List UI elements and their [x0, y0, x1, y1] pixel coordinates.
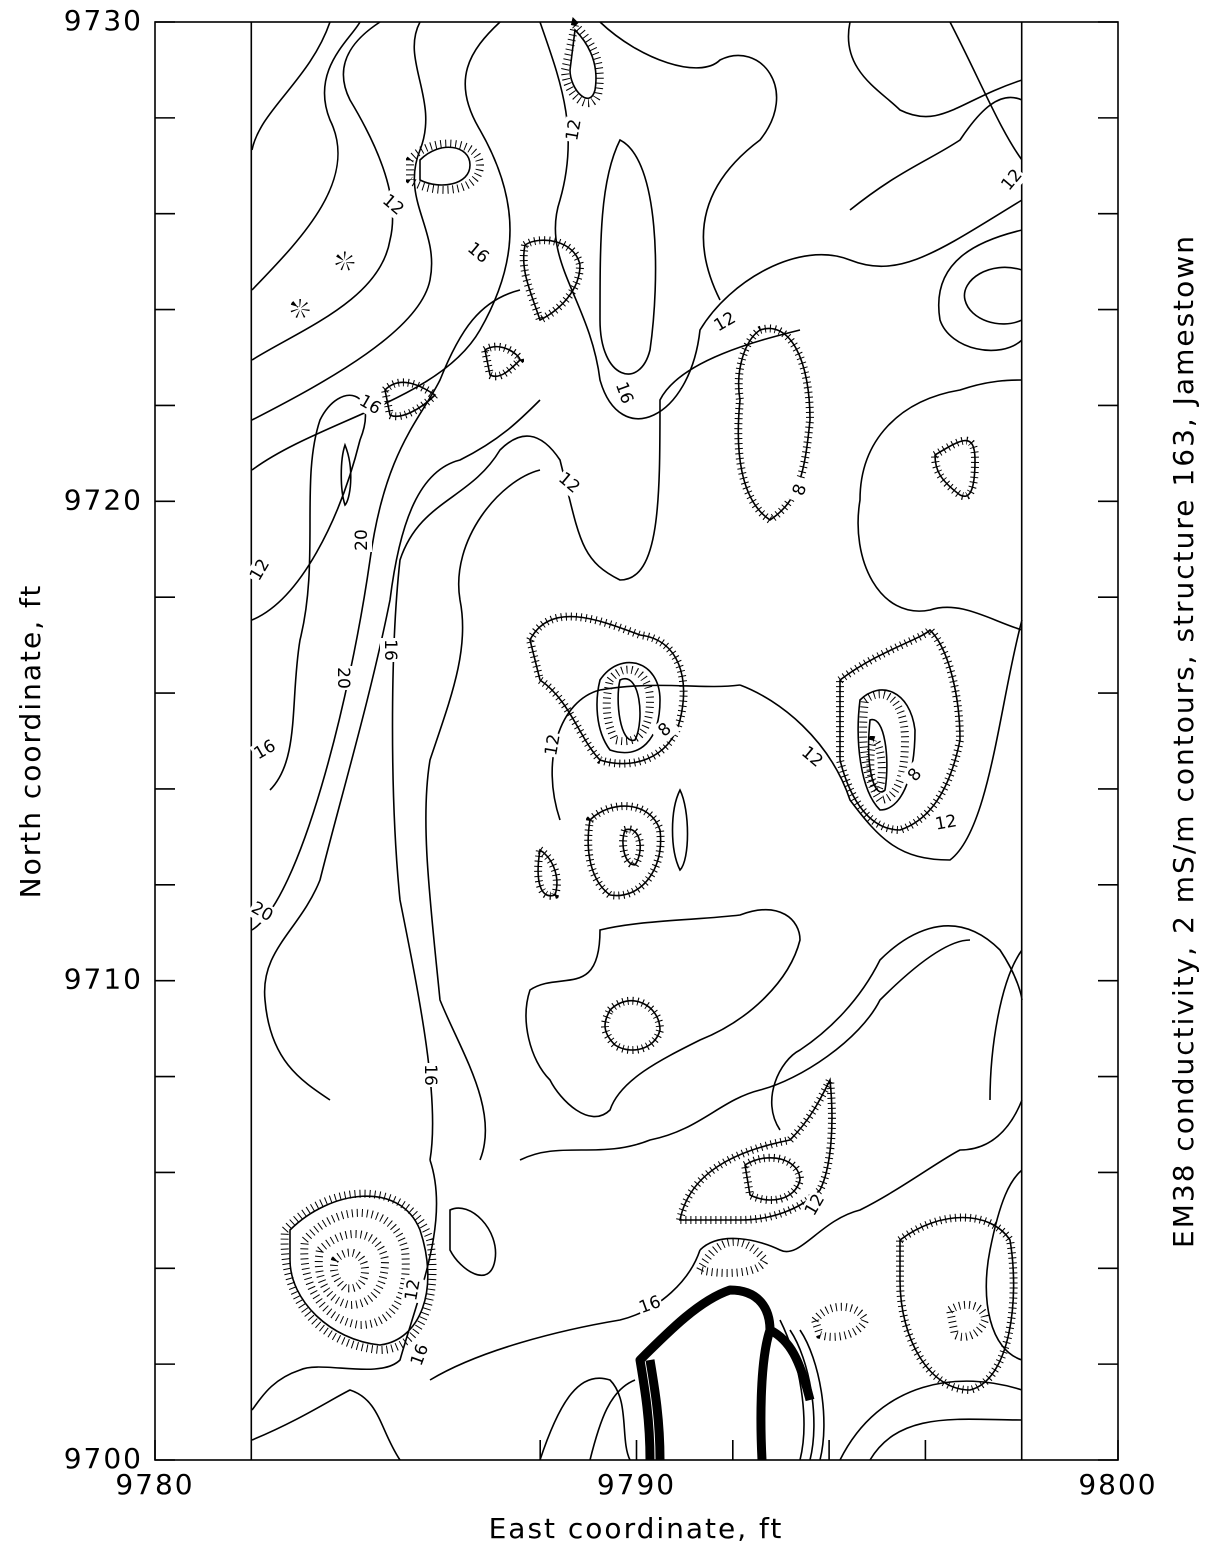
y-axis-label: North coordinate, ft — [14, 584, 47, 899]
contour-label-bg — [899, 759, 931, 791]
contour-label-bg — [796, 741, 828, 773]
contour-label: 12 — [378, 190, 407, 219]
contour-label: 12 — [401, 1278, 424, 1303]
contour-label: 16 — [611, 379, 637, 406]
contour-label-bg — [649, 714, 681, 746]
contour-label-bg — [354, 390, 386, 420]
contour-label-bg — [352, 528, 372, 552]
contour-label-bg — [249, 735, 281, 765]
contour-label: 16 — [251, 736, 280, 764]
y-tick-label: 9710 — [64, 963, 143, 996]
contour-label: 12 — [246, 556, 274, 585]
contour-label-bg — [246, 897, 278, 927]
x-axis-label: East coordinate, ft — [489, 1512, 784, 1545]
contour-label-bg — [333, 666, 353, 690]
x-tick-label: 9780 — [115, 1468, 194, 1501]
contour-label: 16 — [380, 639, 400, 661]
contour-label-bg — [462, 237, 494, 269]
contour-label-bg — [245, 554, 275, 586]
chart-title: EM38 conductivity, 2 mS/m contours, stru… — [1167, 234, 1200, 1248]
contour-label-bg — [786, 475, 814, 505]
contour-label: 12 — [801, 1191, 829, 1220]
contour-label-bg — [610, 378, 638, 408]
contour-label: 12 — [562, 118, 585, 143]
y-tick-label: 9720 — [64, 483, 143, 516]
contour-label: 16 — [407, 1341, 433, 1368]
contour-label-bg — [709, 307, 741, 337]
contour-label: 12 — [934, 811, 959, 834]
contour-label-bg — [541, 731, 565, 759]
x-tick-label: 9800 — [1078, 1468, 1157, 1501]
contour-label-bg — [562, 116, 586, 144]
contour-label-bg — [406, 1340, 434, 1370]
contour-label: 12 — [541, 733, 564, 758]
contour-label-bg — [401, 1276, 425, 1304]
contour-label-bg — [377, 189, 409, 221]
contour-label-bg — [635, 1291, 665, 1319]
contour-label: 16 — [420, 1064, 440, 1086]
contour-label-bg — [420, 1063, 440, 1087]
contour-label: 16 — [463, 238, 492, 267]
contour-label: 20 — [333, 667, 353, 689]
contour-label-bg — [553, 467, 585, 499]
contour-label-bg — [996, 164, 1028, 196]
contour-label-bg — [800, 1189, 830, 1221]
y-tick-label: 9700 — [64, 1442, 143, 1475]
contour-label-bg — [380, 638, 400, 662]
x-tick-label: 9790 — [597, 1468, 676, 1501]
contour-label: 16 — [636, 1292, 663, 1318]
contour-label: 20 — [352, 529, 372, 551]
contour-label: 12 — [554, 468, 583, 497]
contours — [251, 17, 1023, 1461]
contour-label-bg — [932, 811, 960, 835]
y-tick-label: 9730 — [64, 4, 143, 37]
contour-label: 12 — [711, 308, 740, 336]
